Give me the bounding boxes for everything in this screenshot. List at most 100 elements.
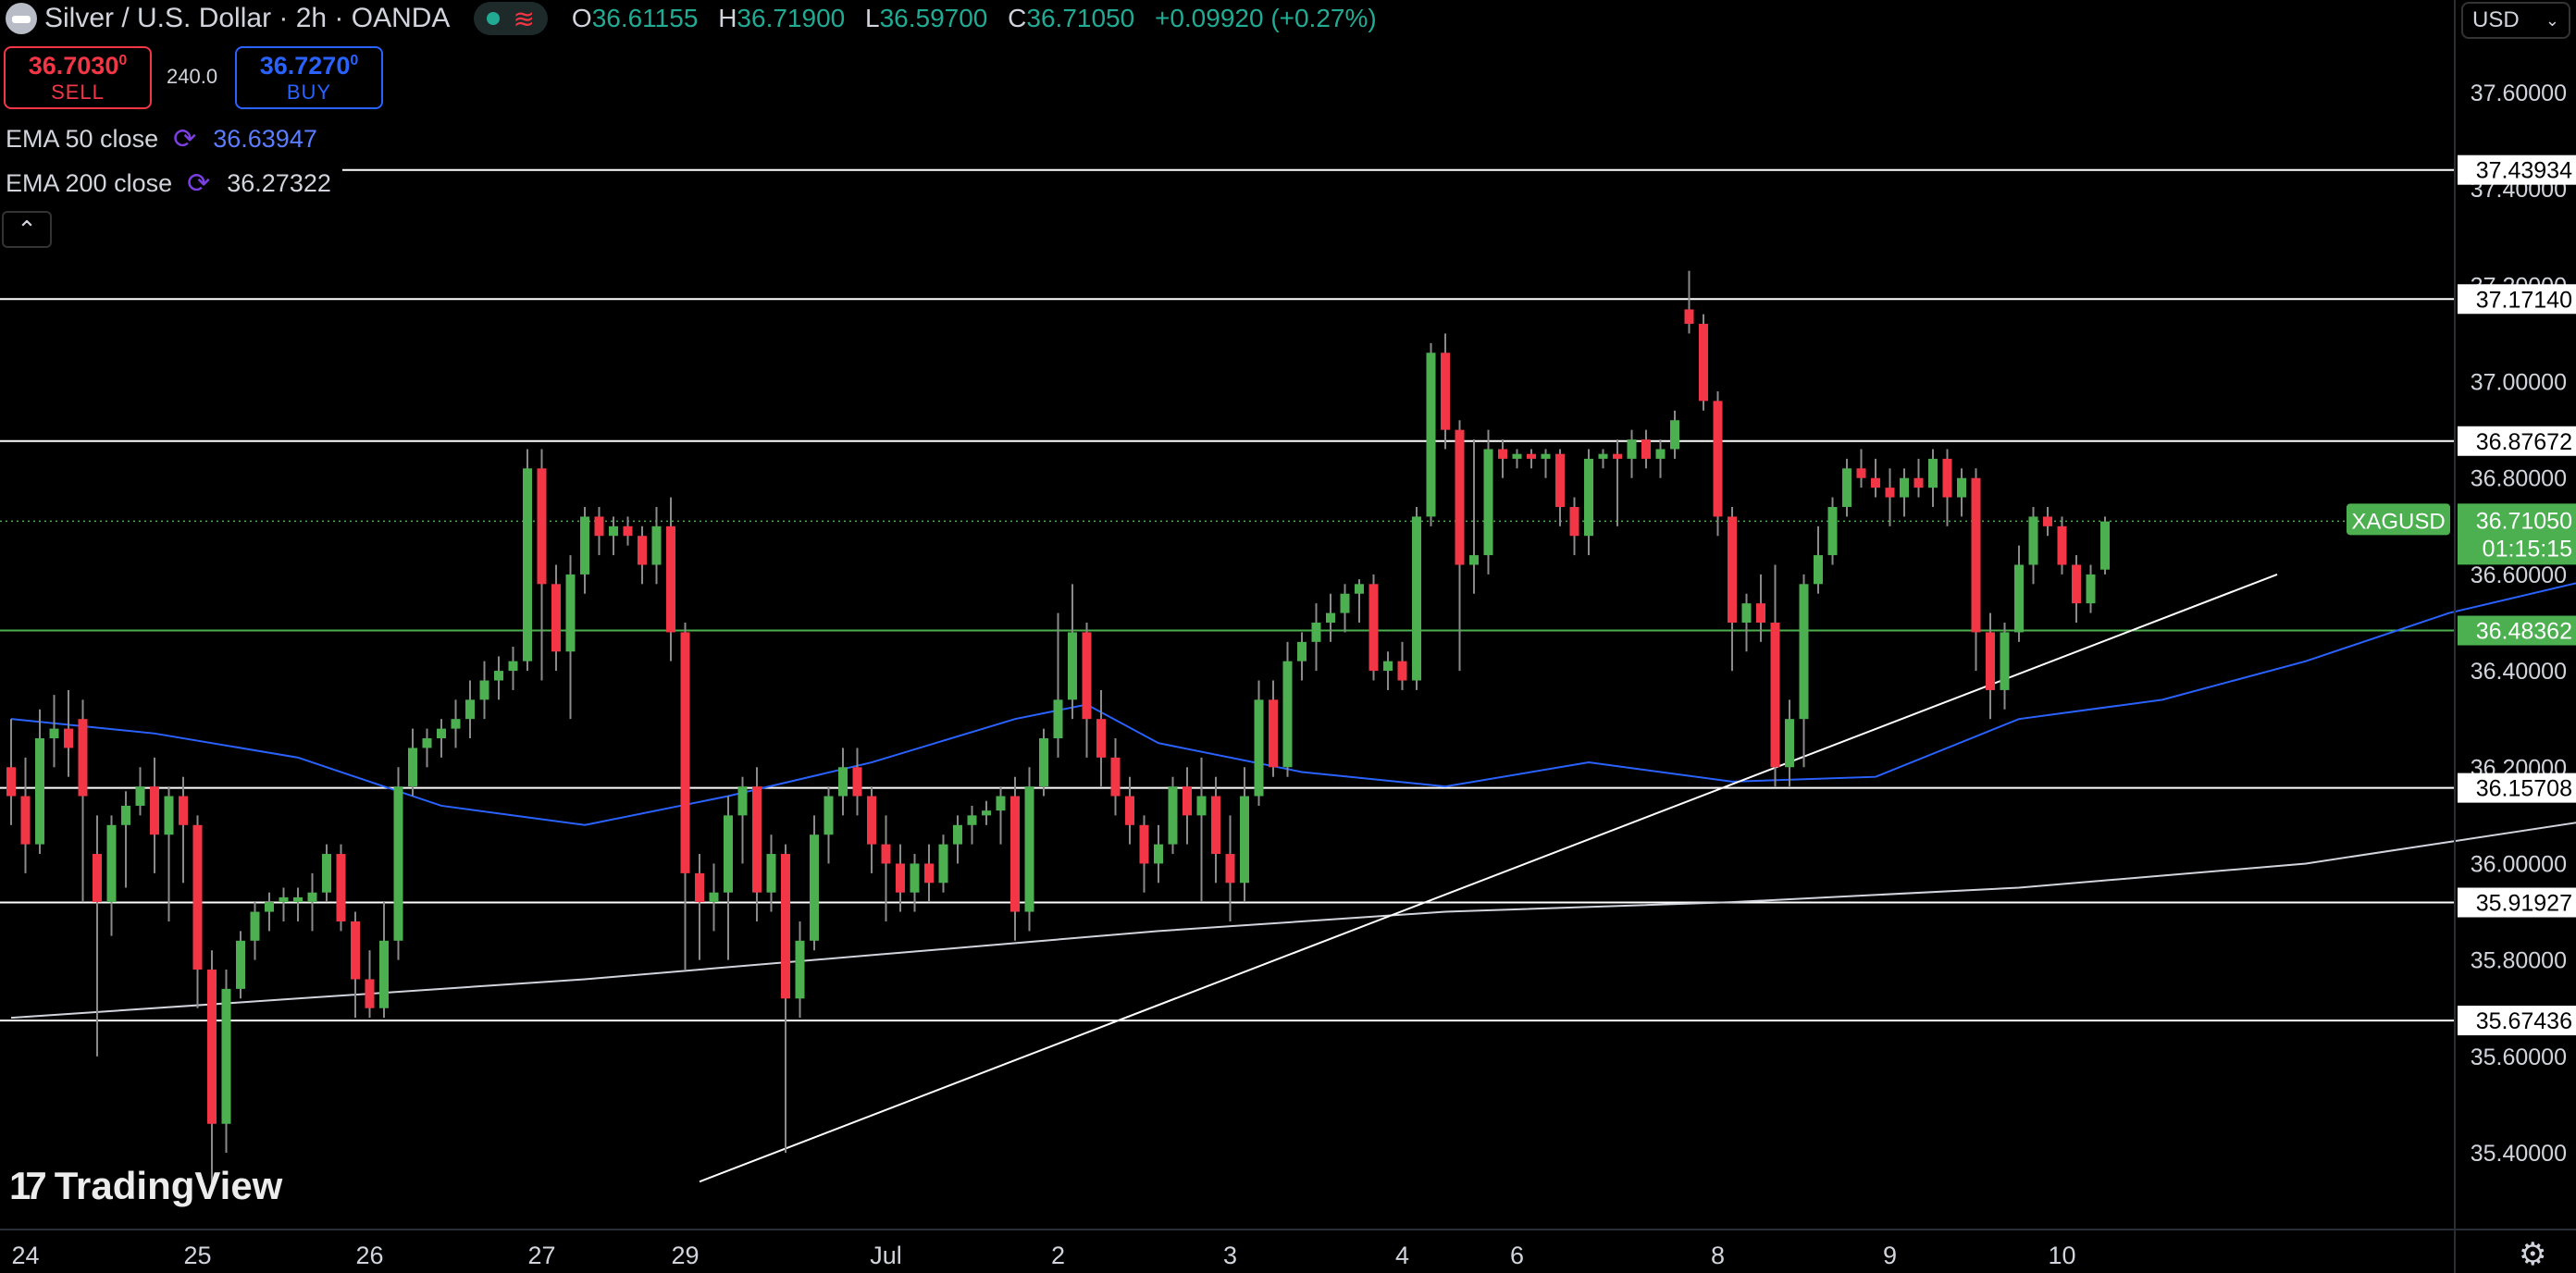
sell-button[interactable]: 36.70300 SELL [4,46,152,109]
candle-body [279,896,289,903]
candle-body [1240,796,1249,884]
candle-body [2028,516,2038,565]
candle-body [1154,844,1163,864]
level-price-tag [2458,154,2576,185]
candle-body [695,872,704,903]
level-price-tag [2458,772,2576,803]
gear-icon[interactable]: ⚙ [2519,1237,2547,1272]
candle-body [236,940,245,989]
candle-body [910,863,920,893]
candle-body [1741,603,1752,623]
candle-body [2043,516,2052,526]
price-tick-label: 36.80000 [2471,466,2567,492]
level-price-tag [2458,1006,2576,1036]
candle-body [1756,603,1765,623]
spread-value: 240.0 [167,65,218,88]
candle-body [1827,506,1838,556]
candle-body [1670,420,1679,450]
currency-select[interactable]: USD ⌄ [2461,2,2570,39]
candle-body [1340,593,1350,613]
candle-body [1699,324,1708,402]
ema50-line [10,582,2576,826]
candle-body [1096,719,1106,758]
indicator-ema50-legend[interactable]: EMA 50 close ⟳ 36.63947 [0,118,328,159]
candle-body [1684,309,1694,325]
level-price-label: 37.43934 [2476,158,2572,184]
candle-body [1971,477,1981,633]
candle-body [1527,453,1536,459]
candle-body [379,940,389,1008]
candle-body [953,824,962,845]
candle-body [508,661,518,672]
candle-body [1455,429,1465,565]
loading-icon: ⟳ [187,167,211,199]
candle-body [1942,458,1952,498]
symbol-title[interactable]: Silver / U.S. Dollar · 2h · OANDA [44,3,451,33]
time-tick-label: 24 [11,1242,39,1269]
candle-body [1053,699,1063,739]
candle-body [106,824,117,903]
candle-body [580,516,589,575]
candle-body [1297,641,1307,661]
candle-body [1326,612,1335,623]
wave-icon: ≋ [513,4,535,33]
candle-body [1613,453,1622,459]
symbol-tag [2347,503,2450,536]
current-price-label: 36.71050 [2476,508,2572,534]
candle-body [795,940,805,999]
candle-body [1957,477,1966,498]
time-tick-label: 25 [183,1242,211,1269]
candle-body [838,767,848,797]
chevron-up-icon: ⌃ [17,215,37,243]
candle-body [852,767,862,797]
price-tick-label: 37.00000 [2471,370,2567,396]
candle-body [451,719,461,729]
price-tick-label: 36.40000 [2471,659,2567,685]
buy-button[interactable]: 36.72700 BUY [235,46,383,109]
candle-body [651,525,662,565]
candle-body [1110,757,1121,797]
candle-body [365,979,375,1008]
candle-body [1225,854,1235,884]
time-axis-border [0,1229,2576,1230]
candle-body [1928,458,1938,488]
price-tick-label: 36.00000 [2471,851,2567,877]
candle-body [1125,796,1134,825]
candle-body [1211,796,1220,855]
candle-body [638,536,647,565]
level-price-tag [2458,615,2576,646]
candle-body [724,815,733,893]
candle-body [781,854,790,999]
market-status-pill[interactable]: ≋ [474,2,548,35]
candle-body [737,786,748,816]
candle-body [537,468,547,585]
indicator-ema200-legend[interactable]: EMA 200 close ⟳ 36.27322 [0,163,342,204]
candle-body [1039,738,1048,787]
green-dot-icon [487,12,501,25]
candle-body [1584,458,1593,537]
time-tick-label: 27 [527,1242,555,1269]
candle-body [1986,632,1995,690]
candle-body [1799,584,1809,720]
level-price-label: 35.67436 [2476,1008,2572,1034]
candle-body [494,671,503,681]
candle-body [1913,477,1924,488]
candle-body [680,632,690,873]
candle-body [1770,623,1780,768]
price-tick-label: 35.40000 [2471,1141,2567,1167]
candle-body [623,525,633,537]
silver-symbol-icon [6,3,37,34]
candle-body [1282,661,1293,768]
candle-body [150,786,159,835]
candle-body [2000,632,2010,690]
time-tick-label: Jul [870,1242,902,1269]
candle-body [1355,584,1364,594]
candle-body [64,728,73,748]
candle-body [179,796,188,825]
candle-body [393,786,403,941]
candle-body [1555,453,1565,507]
candle-body [192,824,203,970]
collapse-legend-button[interactable]: ⌃ [2,211,52,248]
candle-body [1598,453,1608,459]
